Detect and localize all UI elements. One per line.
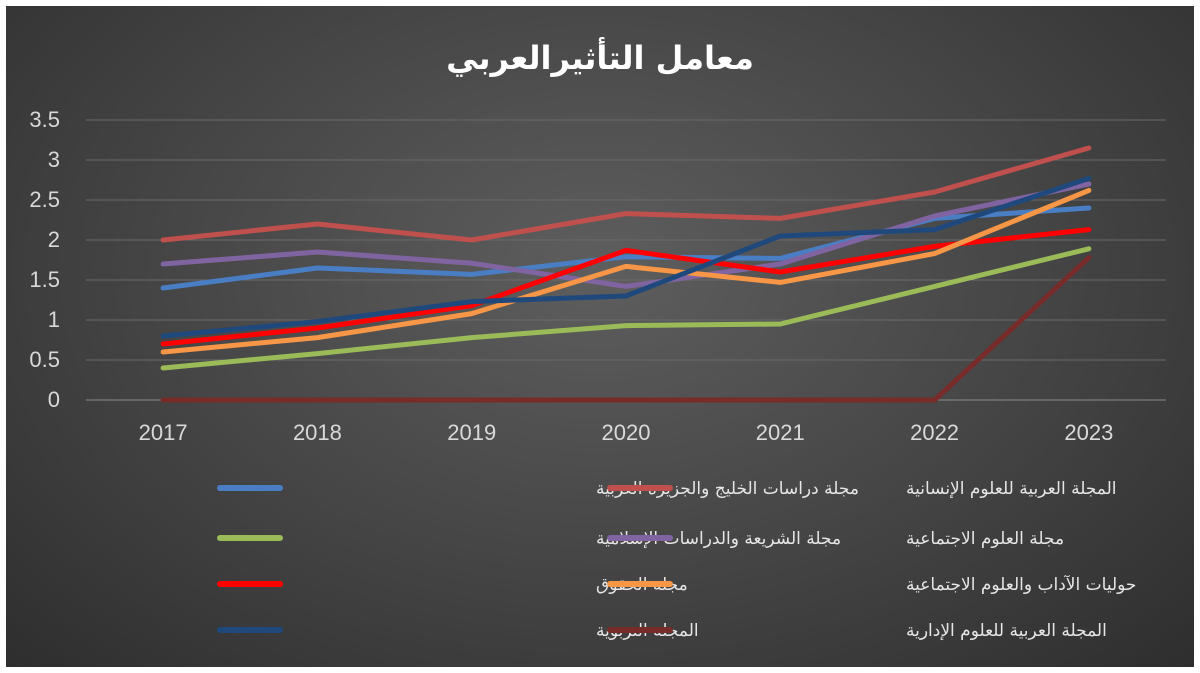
- legend-item: المجلة العربية للعلوم الإدارية: [607, 621, 1107, 641]
- x-tick-label: 2018: [293, 420, 342, 445]
- series-line-8: [160, 255, 1092, 403]
- x-tick-label: 2021: [756, 420, 805, 445]
- x-tick-label: 2020: [602, 420, 651, 445]
- x-axis-ticks: 2017 2018 2019 2020 2021 2022 2023: [139, 420, 1114, 445]
- line-chart: معامل التأثيرالعربي 0 0.5 1 1.5 2 2.5 3 3.5 201…: [29, 37, 1166, 641]
- y-tick-label: 3: [48, 147, 60, 172]
- chart-title: معامل التأثيرالعربي: [446, 37, 754, 77]
- y-tick-label: 1.5: [29, 267, 60, 292]
- legend: مجلة دراسات الخليج والجزيرة العربية المجل…: [217, 479, 1136, 641]
- series-line-3: [160, 246, 1092, 371]
- y-axis-ticks: 0 0.5 1 1.5 2 2.5 3 3.5: [29, 107, 60, 412]
- legend-label: المجلة العربية للعلوم الإدارية: [906, 621, 1107, 641]
- x-tick-label: 2023: [1064, 420, 1113, 445]
- legend-item: مجلة العلوم الاجتماعية: [607, 529, 1064, 549]
- legend-label: مجلة الشريعة والدراسات الإسلامية: [596, 529, 841, 549]
- legend-item: حوليات الآداب والعلوم الاجتماعية: [607, 574, 1136, 595]
- y-tick-label: 2: [48, 227, 60, 252]
- chart-area: معامل التأثيرالعربي 0 0.5 1 1.5 2 2.5 3 3.5 201…: [6, 6, 1194, 667]
- legend-item: مجلة الشريعة والدراسات الإسلامية: [217, 529, 841, 549]
- y-tick-label: 0.5: [29, 347, 60, 372]
- series-line-6: [160, 187, 1092, 355]
- legend-label: حوليات الآداب والعلوم الاجتماعية: [906, 574, 1136, 595]
- legend-item: المجلة العربية للعلوم الإنسانية: [607, 479, 1117, 499]
- series-line-5: [160, 227, 1092, 347]
- series-lines: [160, 145, 1092, 403]
- legend-item: مجلة دراسات الخليج والجزيرة العربية: [217, 479, 859, 499]
- y-tick-label: 1: [48, 307, 60, 332]
- x-tick-label: 2019: [447, 420, 496, 445]
- legend-label: المجلة العربية للعلوم الإنسانية: [906, 479, 1117, 499]
- legend-label: مجلة دراسات الخليج والجزيرة العربية: [596, 479, 859, 499]
- series-line-2: [160, 145, 1092, 243]
- x-tick-label: 2022: [910, 420, 959, 445]
- y-tick-label: 0: [48, 387, 60, 412]
- series-line-7: [160, 175, 1092, 339]
- x-tick-label: 2017: [139, 420, 188, 445]
- y-tick-label: 2.5: [29, 187, 60, 212]
- y-tick-label: 3.5: [29, 107, 60, 132]
- series-line-4: [160, 181, 1092, 289]
- legend-label: مجلة العلوم الاجتماعية: [906, 529, 1064, 549]
